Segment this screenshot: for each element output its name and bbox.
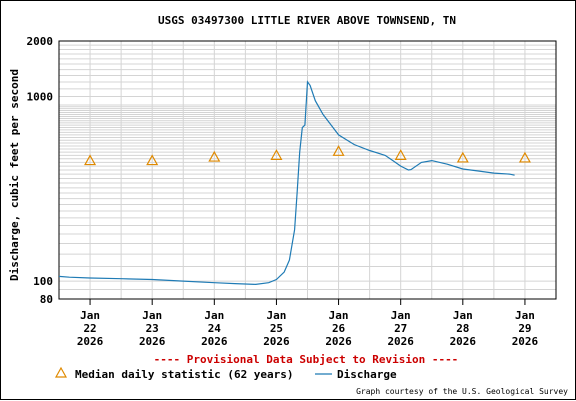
legend-median-triangle-icon: [54, 366, 68, 378]
axis-ticks: [89, 299, 526, 305]
x-tick-year-1: 2026: [139, 335, 166, 348]
credit-text: Graph courtesy of the U.S. Geological Su…: [356, 387, 568, 396]
y-tick-label-100: 100: [33, 275, 53, 288]
y-tick-label-2000: 2000: [27, 35, 54, 48]
y-axis-label: Discharge, cubic feet per second: [8, 69, 21, 281]
median-point-7: [518, 151, 531, 163]
x-tick-year-5: 2026: [387, 335, 414, 348]
provisional-note: ---- Provisional Data Subject to Revisio…: [154, 353, 459, 366]
x-tick-month-0: Jan: [80, 309, 100, 322]
y-tick-label-80: 80: [40, 293, 53, 306]
x-tick-day-4: 26: [332, 322, 346, 335]
x-tick-day-1: 23: [146, 322, 159, 335]
x-tick-year-6: 2026: [450, 335, 477, 348]
series-layer: [58, 80, 531, 286]
x-tick-month-6: Jan: [453, 309, 473, 322]
x-tick-year-0: 2026: [77, 335, 104, 348]
x-tick-day-3: 25: [270, 322, 283, 335]
x-tick-month-5: Jan: [391, 309, 411, 322]
median-point-1: [146, 154, 159, 166]
median-point-2: [208, 150, 221, 162]
median-point-5: [394, 149, 407, 160]
chart-title: USGS 03497300 LITTLE RIVER ABOVE TOWNSEN…: [158, 14, 456, 27]
plot-area-border: [58, 40, 557, 300]
legend-median-label: Median daily statistic (62 years): [75, 368, 294, 381]
x-tick-year-2: 2026: [201, 335, 228, 348]
x-tick-month-2: Jan: [204, 309, 224, 322]
x-tick-year-3: 2026: [263, 335, 290, 348]
grid-lines: [58, 40, 557, 300]
x-tick-day-0: 22: [83, 322, 96, 335]
median-point-4: [332, 145, 345, 156]
x-tick-labels: Jan222026Jan232026Jan242026Jan252026Jan2…: [77, 309, 539, 348]
x-tick-month-1: Jan: [142, 309, 162, 322]
x-tick-month-3: Jan: [267, 309, 287, 322]
legend-discharge-label: Discharge: [337, 368, 397, 381]
y-tick-label-1000: 1000: [27, 91, 54, 104]
median-point-3: [270, 149, 283, 160]
x-tick-month-4: Jan: [329, 309, 349, 322]
x-tick-day-2: 24: [208, 322, 222, 335]
discharge-line: [58, 80, 515, 286]
x-tick-day-5: 27: [394, 322, 407, 335]
x-tick-day-6: 28: [456, 322, 469, 335]
median-point-6: [456, 151, 469, 163]
x-tick-year-7: 2026: [512, 335, 539, 348]
x-tick-month-7: Jan: [515, 309, 535, 322]
median-point-0: [84, 154, 97, 166]
x-tick-day-7: 29: [518, 322, 531, 335]
y-tick-labels: 80 100 1000 2000: [27, 35, 54, 306]
x-tick-year-4: 2026: [325, 335, 352, 348]
